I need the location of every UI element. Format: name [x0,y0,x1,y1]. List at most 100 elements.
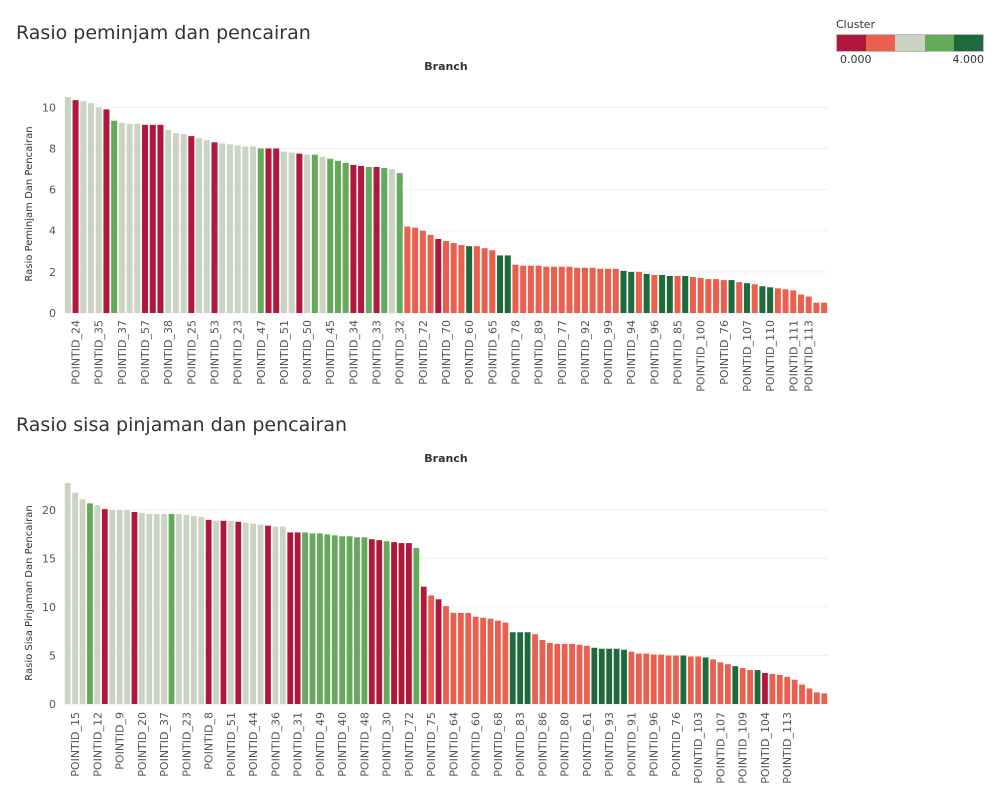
x-tick-label-peminjam-POINTID_85: POINTID_85 [672,320,685,385]
bar-sisa-pinjaman-54 [465,612,472,704]
bar-sisa-pinjaman-29 [279,526,286,704]
bar-peminjam-22 [234,145,241,313]
x-tick-label-sisa-pinjaman-POINTID_96: POINTID_96 [648,712,661,777]
bar-sisa-pinjaman-31 [294,532,301,704]
bar-sisa-pinjaman-48 [420,586,427,704]
bar-peminjam-51 [458,245,465,313]
y-tick-label-peminjam-4: 4 [49,225,56,238]
x-tick-label-peminjam-POINTID_60: POINTID_60 [463,320,476,385]
bar-peminjam-42 [388,169,395,313]
x-tick-label-sisa-pinjaman-POINTID_91: POINTID_91 [625,712,638,777]
bar-sisa-pinjaman-26 [257,524,264,704]
bar-sisa-pinjaman-8 [124,510,130,704]
x-tick-label-sisa-pinjaman-POINTID_9: POINTID_9 [114,712,127,770]
bar-peminjam-92 [774,288,781,313]
bar-sisa-pinjaman-27 [265,525,271,704]
bar-peminjam-91 [767,287,774,313]
bar-peminjam-95 [797,294,804,313]
x-tick-label-sisa-pinjaman-POINTID_113: POINTID_113 [781,712,794,784]
bar-peminjam-6 [111,120,118,314]
x-tick-label-peminjam-POINTID_72: POINTID_72 [417,320,430,385]
x-tick-label-sisa-pinjaman-POINTID_68: POINTID_68 [492,712,505,777]
cluster-legend[interactable]: Cluster 0.000 4.000 [836,18,986,67]
bar-peminjam-7 [118,122,125,313]
bar-peminjam-79 [674,275,681,313]
bar-sisa-pinjaman-99 [799,684,805,704]
bar-sisa-pinjaman-86 [702,657,709,704]
bar-peminjam-84 [713,279,720,313]
bar-sisa-pinjaman-81 [665,655,672,704]
bar-peminjam-71 [612,268,619,313]
bar-sisa-pinjaman-98 [791,679,798,704]
bar-peminjam-67 [581,267,588,313]
x-tick-label-sisa-pinjaman-POINTID_40: POINTID_40 [336,712,349,777]
x-tick-label-sisa-pinjaman-POINTID_107: POINTID_107 [714,712,727,784]
bar-sisa-pinjaman-96 [776,674,783,704]
y-tick-label-sisa-pinjaman-0: 0 [49,698,56,711]
legend-swatch-2 [895,35,925,51]
x-tick-label-peminjam-POINTID_37: POINTID_37 [116,320,129,385]
bar-peminjam-96 [805,296,812,313]
x-tick-label-peminjam-POINTID_100: POINTID_100 [695,320,708,392]
bar-peminjam-25 [257,148,264,313]
bar-sisa-pinjaman-75 [621,649,627,704]
x-tick-label-peminjam-POINTID_53: POINTID_53 [209,320,222,385]
bar-sisa-pinjaman-32 [302,532,308,704]
x-tick-label-peminjam-POINTID_51: POINTID_51 [278,320,291,385]
bar-sisa-pinjaman-6 [109,510,116,704]
bar-peminjam-30 [296,153,303,313]
bar-peminjam-3 [88,103,95,313]
bar-peminjam-76 [651,274,658,313]
bar-peminjam-58 [512,264,519,313]
bar-sisa-pinjaman-76 [628,651,635,704]
bar-sisa-pinjaman-62 [524,632,531,704]
x-tick-label-peminjam-POINTID_78: POINTID_78 [510,320,523,385]
bar-peminjam-23 [242,146,249,313]
bar-sisa-pinjaman-17 [190,515,197,704]
bar-sisa-pinjaman-15 [176,513,182,704]
bar-peminjam-20 [219,143,226,313]
x-tick-label-peminjam-POINTID_34: POINTID_34 [347,320,360,385]
bar-peminjam-78 [666,275,673,313]
y-axis-label-peminjam: Rasio Peminjam Dan Pencairan [24,126,35,281]
x-tick-label-peminjam-POINTID_33: POINTID_33 [371,320,384,385]
column-header-sisa-pinjaman: Branch [424,452,467,465]
bar-sisa-pinjaman-28 [272,526,279,704]
bar-sisa-pinjaman-49 [428,595,435,704]
bar-sisa-pinjaman-7 [116,510,123,704]
y-tick-label-peminjam-10: 10 [42,101,56,114]
bar-peminjam-12 [157,124,164,313]
bar-peminjam-61 [535,265,542,313]
bar-sisa-pinjaman-41 [368,539,375,704]
bar-peminjam-29 [288,152,295,313]
bar-sisa-pinjaman-67 [561,643,568,704]
bar-peminjam-47 [427,234,434,313]
bar-sisa-pinjaman-13 [161,513,168,704]
bar-peminjam-37 [350,164,357,313]
bar-sisa-pinjaman-56 [480,617,486,704]
x-tick-label-sisa-pinjaman-POINTID_15: POINTID_15 [69,712,82,777]
x-tick-label-sisa-pinjaman-POINTID_60: POINTID_60 [470,712,483,777]
chart-title-sisa-pinjaman: Rasio sisa pinjaman dan pencairan [16,414,348,436]
bar-sisa-pinjaman-60 [509,632,516,704]
bar-peminjam-82 [697,278,704,313]
legend-swatch-4 [953,35,984,51]
x-tick-label-sisa-pinjaman-POINTID_49: POINTID_49 [314,712,327,777]
x-tick-label-sisa-pinjaman-POINTID_12: POINTID_12 [91,712,104,777]
bar-sisa-pinjaman-2 [79,499,86,704]
bar-sisa-pinjaman-70 [584,645,590,704]
bar-peminjam-13 [165,129,172,313]
bar-sisa-pinjaman-37 [339,536,346,704]
x-tick-label-sisa-pinjaman-POINTID_103: POINTID_103 [692,712,705,784]
x-tick-label-peminjam-POINTID_107: POINTID_107 [741,320,754,392]
bar-peminjam-87 [736,282,743,313]
bar-sisa-pinjaman-10 [138,513,145,704]
x-tick-label-peminjam-POINTID_25: POINTID_25 [185,320,198,385]
bar-peminjam-38 [358,165,365,313]
bar-sisa-pinjaman-51 [443,606,449,704]
x-tick-label-peminjam-POINTID_57: POINTID_57 [139,320,152,385]
bar-sisa-pinjaman-59 [502,622,509,704]
bar-sisa-pinjaman-87 [710,659,716,704]
bar-sisa-pinjaman-39 [354,537,360,704]
bar-sisa-pinjaman-90 [732,666,739,704]
